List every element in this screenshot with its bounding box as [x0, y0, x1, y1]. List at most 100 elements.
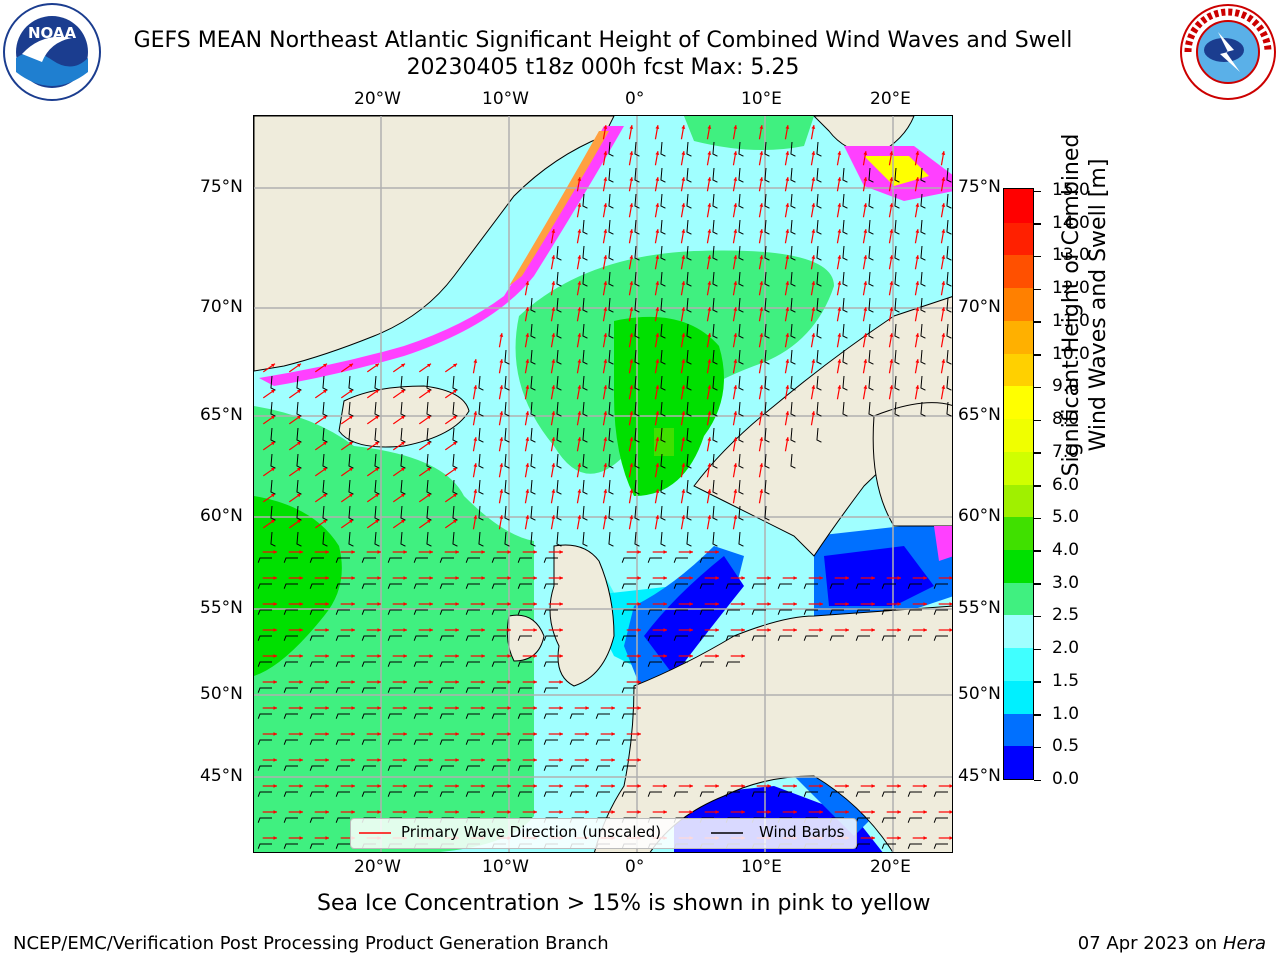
wind-barb	[413, 765, 428, 771]
wave-arrow-head	[707, 255, 712, 259]
wind-barb	[309, 687, 324, 693]
wave-arrow-head	[811, 125, 816, 129]
wave-arrow-head	[837, 385, 842, 389]
wind-barb	[894, 245, 900, 261]
wave-arrow-head	[871, 784, 875, 788]
wind-barb	[517, 661, 532, 667]
wave-arrow-head	[629, 307, 634, 311]
wave-arrow-head	[533, 550, 537, 554]
wave-arrow-head	[707, 515, 712, 519]
wind-barb	[283, 635, 298, 641]
wave-arrow-head	[525, 411, 530, 415]
wave-arrow-head	[403, 680, 407, 684]
wind-barb	[361, 713, 376, 719]
wind-barb	[920, 349, 926, 365]
wind-barb	[790, 453, 796, 469]
wave-arrow-head	[351, 628, 355, 632]
wind-barb	[621, 739, 636, 745]
wave-arrow-head	[525, 385, 530, 389]
wave-arrow-head	[629, 359, 634, 363]
wind-barb	[530, 375, 536, 391]
wind-barb	[426, 531, 432, 547]
wave-arrow-head	[637, 550, 641, 554]
wind-barb	[270, 375, 276, 391]
wind-barb	[686, 505, 692, 521]
wave-arrow-head	[949, 602, 952, 606]
wind-barb	[699, 583, 714, 589]
wind-barb	[920, 297, 926, 313]
wave-arrow-head	[707, 229, 712, 233]
wind-barb	[621, 713, 636, 719]
wind-barb	[582, 245, 588, 261]
colorbar-segment	[1004, 189, 1033, 223]
wind-barb	[816, 141, 822, 157]
wave-arrow-head	[507, 602, 511, 606]
wave-arrow-head	[889, 255, 894, 259]
wind-barb	[582, 219, 588, 235]
wave-arrow-head	[453, 389, 458, 394]
wave-arrow-head	[793, 576, 797, 580]
wave-arrow-head	[551, 229, 556, 233]
lat-label-right: 65°N	[958, 405, 1001, 425]
wind-barb	[712, 427, 718, 443]
wind-barb	[686, 453, 692, 469]
wind-barb	[621, 583, 636, 589]
wave-arrow-head	[403, 758, 407, 762]
wave-arrow-head	[473, 515, 478, 519]
wind-barb	[634, 245, 640, 261]
wind-barb	[283, 687, 298, 693]
wave-arrow-head	[559, 550, 563, 554]
wind-barb	[920, 245, 926, 261]
wave-arrow-head	[681, 307, 686, 311]
wind-barb	[543, 635, 558, 641]
wave-arrow-head	[525, 359, 530, 363]
colorbar-tick-mark	[1034, 583, 1041, 585]
wave-arrow-head	[507, 706, 511, 710]
wave-arrow-head	[707, 463, 712, 467]
colorbar	[1003, 188, 1034, 780]
wave-arrow-head	[429, 758, 433, 762]
wind-barb	[868, 193, 874, 209]
wind-barb	[790, 271, 796, 287]
wave-arrow-head	[681, 437, 686, 441]
wind-barb	[660, 401, 666, 417]
wave-arrow-head	[655, 359, 660, 363]
wind-barb	[270, 505, 276, 521]
wind-barb	[257, 557, 272, 563]
wave-arrow-head	[793, 602, 797, 606]
wind-barb	[764, 141, 770, 157]
wave-arrow-head	[297, 441, 302, 446]
wave-arrow-head	[915, 177, 920, 181]
wind-barb	[647, 609, 662, 615]
lat-label-left: 55°N	[200, 598, 243, 618]
wind-barb	[387, 739, 402, 745]
wind-barb	[686, 427, 692, 443]
wind-barb	[764, 375, 770, 391]
wind-barb	[556, 245, 562, 261]
wave-arrow-head	[715, 576, 719, 580]
wave-arrow-head	[845, 602, 849, 606]
wind-barb	[829, 583, 844, 589]
colorbar-tick-label: 2.5	[1052, 605, 1080, 626]
wave-arrow-head	[375, 415, 380, 420]
wind-barb	[634, 427, 640, 443]
wave-arrow-head	[707, 333, 712, 337]
colorbar-tick-label: 15.0	[1052, 180, 1090, 200]
wind-barb	[790, 401, 796, 417]
wind-barb	[504, 375, 510, 391]
colorbar-segment	[1004, 222, 1033, 256]
wave-arrow-head	[707, 177, 712, 181]
wind-barb	[634, 323, 640, 339]
wave-arrow-head	[401, 363, 406, 368]
wave-arrow-head	[325, 550, 329, 554]
colorbar-tick-label: 0.0	[1052, 769, 1080, 789]
lat-label-right: 70°N	[958, 297, 1001, 317]
wave-arrow-head	[837, 151, 842, 155]
wave-arrow-head	[429, 680, 433, 684]
wind-barb	[504, 479, 510, 495]
wave-arrow-head	[429, 732, 433, 736]
wave-arrow-head	[889, 203, 894, 207]
wind-barb	[816, 401, 822, 417]
wave-arrow-head	[323, 363, 328, 368]
wave-arrow-head	[871, 836, 875, 840]
